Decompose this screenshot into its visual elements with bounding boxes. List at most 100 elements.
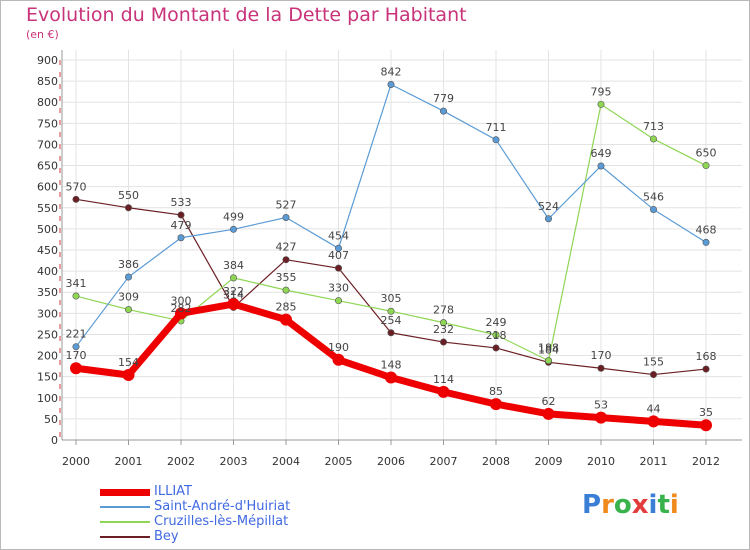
series-saint-andre-d-huiriat	[72, 80, 710, 351]
x-tick-label: 2007	[430, 455, 458, 468]
data-point	[544, 357, 552, 365]
series-illiat	[70, 298, 712, 432]
x-tick-label: 2012	[692, 455, 720, 468]
data-point	[597, 162, 605, 170]
data-label: 384	[223, 259, 244, 272]
y-tick-label: 50	[44, 413, 58, 426]
data-label: 499	[223, 210, 244, 223]
data-label: 795	[591, 85, 612, 98]
y-tick-label: 0	[51, 434, 58, 447]
data-point	[597, 100, 605, 108]
series-lines	[70, 80, 712, 432]
x-tick-label: 2011	[640, 455, 668, 468]
data-point	[227, 298, 240, 311]
data-point	[70, 362, 82, 375]
data-label: 468	[696, 223, 717, 236]
y-tick-label: 500	[37, 223, 58, 236]
data-point	[72, 343, 80, 351]
x-tick-label: 2008	[482, 455, 510, 468]
data-label: 254	[381, 314, 402, 327]
data-label: 305	[381, 292, 402, 305]
legend-label: ILLIAT	[154, 484, 192, 499]
legend-label: Cruzilles-lès-Mépillat	[154, 514, 289, 529]
data-label: 330	[328, 282, 349, 295]
data-point	[332, 353, 345, 366]
data-label: 188	[538, 342, 559, 355]
legend-item: Bey	[100, 530, 179, 544]
legend-item: Saint-André-d'Huiriat	[100, 500, 290, 514]
y-tick-label: 800	[37, 96, 58, 109]
data-label: 479	[171, 219, 192, 232]
data-point	[439, 319, 447, 327]
data-point	[492, 331, 500, 339]
data-point	[439, 338, 447, 346]
data-point	[437, 385, 450, 398]
logo-letter: i	[669, 490, 679, 520]
x-tick-label: 2006	[377, 455, 405, 468]
data-point	[175, 307, 187, 320]
data-label: 218	[486, 329, 507, 342]
data-labels: 570 550 533 314 427 407 254 232 218 184 170 155 168 3…	[66, 65, 717, 419]
data-point	[334, 244, 342, 252]
data-point	[125, 273, 133, 281]
data-point	[649, 371, 657, 379]
data-point	[702, 365, 710, 373]
data-label: 53	[594, 399, 608, 412]
y-tick-label: 850	[37, 75, 58, 88]
data-point	[72, 195, 80, 203]
data-label: 355	[276, 271, 297, 284]
data-point	[492, 136, 500, 144]
data-label: 282	[171, 302, 192, 315]
legend-swatch	[100, 521, 150, 523]
data-point	[334, 297, 342, 305]
data-label: 527	[276, 198, 297, 211]
data-label: 550	[118, 189, 139, 202]
x-tick-label: 2004	[272, 455, 300, 468]
data-point	[282, 256, 290, 264]
data-point	[72, 292, 80, 300]
data-point	[280, 313, 292, 326]
logo-letter: t	[657, 490, 670, 520]
y-tick-label: 750	[37, 117, 58, 130]
chart-unit-label: (en €)	[26, 28, 59, 41]
data-point	[230, 274, 238, 282]
data-label: 85	[489, 385, 503, 398]
data-point	[490, 398, 502, 411]
data-point	[177, 211, 185, 219]
data-label: 278	[433, 304, 454, 317]
x-tick-label: 2010	[587, 455, 615, 468]
data-point	[492, 344, 500, 352]
series-cruzilles-les-mepillat	[72, 100, 710, 365]
y-tick-label: 200	[37, 350, 58, 363]
data-point	[385, 371, 397, 384]
data-label: 309	[118, 291, 139, 304]
logo-letter: i	[648, 490, 658, 520]
data-point	[282, 213, 290, 221]
data-point	[125, 204, 133, 212]
y-tick-label: 900	[37, 54, 58, 67]
y-tick-label: 150	[37, 371, 58, 384]
chart-title: Evolution du Montant de la Dette par Hab…	[26, 4, 467, 26]
data-label: 184	[538, 343, 559, 356]
data-label: 454	[328, 229, 349, 242]
data-label: 524	[538, 200, 559, 213]
data-label: 427	[276, 241, 297, 254]
data-label: 221	[66, 328, 87, 341]
data-label: 533	[171, 196, 192, 209]
proxiti-logo: Proxiti	[582, 490, 679, 520]
data-label: 546	[643, 190, 664, 203]
data-label: 649	[591, 147, 612, 160]
data-label: 170	[66, 349, 87, 362]
y-tick-label: 650	[37, 160, 58, 173]
data-label: 114	[433, 373, 454, 386]
data-point	[702, 238, 710, 246]
axes: 0 50 100 150 200 250 300 350 400 450 500 550 600 650 7…	[37, 50, 742, 468]
data-point	[387, 80, 395, 88]
y-tick-label: 400	[37, 265, 58, 278]
data-point	[387, 329, 395, 337]
x-tick-label: 2002	[167, 455, 195, 468]
logo-letter: o	[613, 490, 632, 520]
data-label: 314	[223, 288, 244, 301]
data-point	[334, 264, 342, 272]
